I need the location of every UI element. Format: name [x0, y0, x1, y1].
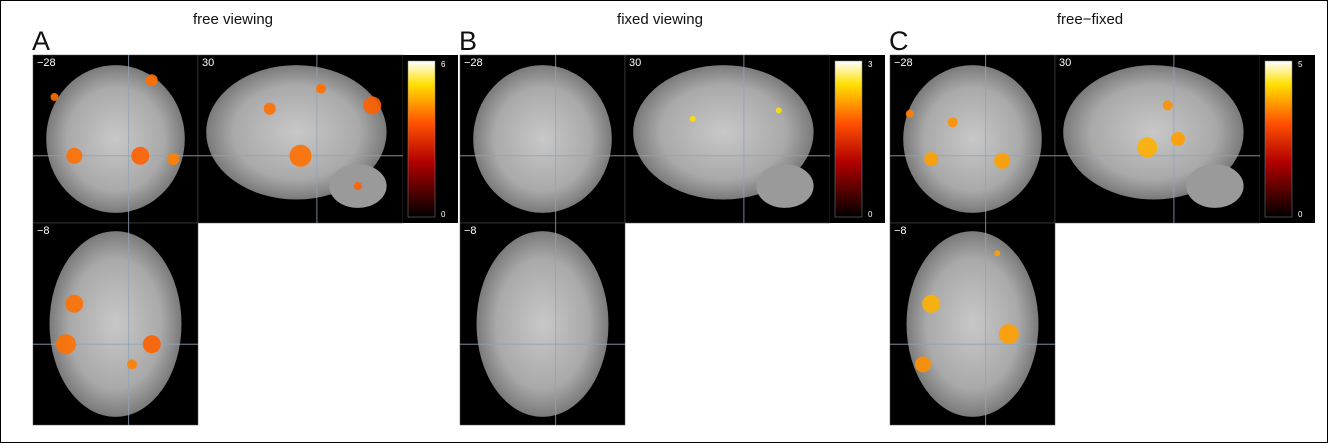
activation: [50, 93, 58, 101]
colorbar-min: 0: [868, 210, 873, 219]
colorbar-min: 0: [441, 210, 446, 219]
panel-letter: C: [889, 26, 909, 56]
slice-label: 30: [202, 57, 214, 69]
activation: [131, 147, 149, 165]
activation: [994, 250, 1000, 256]
activation: [948, 117, 958, 127]
slice-label: −8: [894, 225, 907, 237]
activation: [690, 116, 696, 122]
activation: [316, 84, 326, 94]
slice-label: −28: [464, 57, 483, 69]
colorbar: [835, 61, 862, 217]
colorbar: [1265, 61, 1292, 217]
slice-label: −28: [894, 57, 913, 69]
slice-label: 30: [629, 57, 641, 69]
activation: [1137, 137, 1157, 157]
panel-title: free viewing: [193, 11, 273, 28]
activation: [924, 152, 938, 166]
activation: [1163, 100, 1173, 110]
activation: [146, 74, 158, 86]
slice-label: −28: [37, 57, 56, 69]
activation: [363, 96, 381, 114]
activation: [999, 324, 1019, 344]
panel-title: fixed viewing: [617, 11, 703, 28]
activation: [994, 153, 1010, 169]
colorbar-max: 6: [441, 60, 446, 69]
activation: [264, 103, 276, 115]
colorbar-max: 3: [868, 60, 873, 69]
slice-label: −8: [37, 225, 50, 237]
axial-slice: [50, 231, 182, 417]
activation: [167, 153, 179, 165]
panel-letter: B: [459, 26, 477, 56]
activation: [66, 148, 82, 164]
activation: [143, 335, 161, 353]
axial-slice: [477, 231, 609, 417]
activation: [922, 295, 940, 313]
coronal-slice: [46, 65, 185, 213]
colorbar-min: 0: [1298, 210, 1303, 219]
activation: [906, 110, 914, 118]
panel-letter: A: [32, 26, 50, 56]
panel-title: free−fixed: [1057, 11, 1123, 28]
figure: Afree viewing−2830−860Bfixed viewing−283…: [0, 0, 1328, 443]
activation: [65, 295, 83, 313]
activation: [127, 359, 137, 369]
slice-label: 30: [1059, 57, 1071, 69]
colorbar: [408, 61, 435, 217]
slice-label: −8: [464, 225, 477, 237]
activation: [776, 107, 782, 113]
coronal-slice: [903, 65, 1042, 213]
axial-slice: [907, 231, 1039, 417]
activation: [290, 145, 312, 167]
coronal-slice: [473, 65, 612, 213]
activation: [1171, 132, 1185, 146]
activation: [56, 334, 76, 354]
activation: [354, 182, 362, 190]
cerebellum: [756, 164, 813, 208]
cerebellum: [1186, 164, 1243, 208]
activation: [915, 356, 931, 372]
colorbar-max: 5: [1298, 60, 1303, 69]
